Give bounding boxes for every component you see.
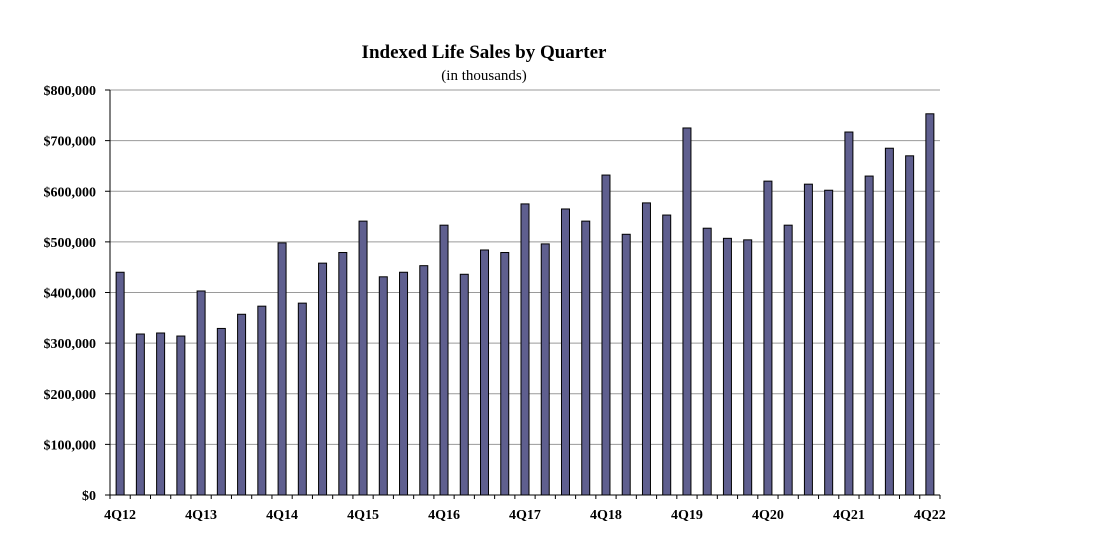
bar-4Q18: [601, 174, 611, 496]
bar-1Q17: [459, 273, 469, 496]
bar-4Q14: [277, 242, 287, 496]
bar-4Q13: [196, 290, 206, 496]
x-tick-label: 4Q20: [752, 508, 784, 523]
bar-4Q20: [763, 180, 773, 496]
bar-3Q13: [176, 335, 186, 496]
bar-2Q21: [803, 183, 813, 496]
bar-3Q19: [662, 214, 672, 496]
bar-3Q20: [743, 239, 753, 496]
y-tick-label: $0: [82, 489, 96, 504]
y-tick-label: $200,000: [44, 388, 97, 403]
bar-2Q17: [480, 249, 490, 496]
bar-1Q22: [864, 175, 874, 496]
chart-subtitle: (in thousands): [441, 68, 526, 84]
y-tick-label: $800,000: [44, 84, 97, 99]
y-tick-label: $300,000: [44, 337, 97, 352]
x-tick-label: 4Q22: [914, 508, 946, 523]
x-tick-label: 4Q12: [104, 508, 136, 523]
bar-2Q13: [156, 332, 166, 496]
bar-4Q15: [358, 220, 368, 496]
bar-1Q21: [783, 224, 793, 496]
bar-3Q18: [581, 220, 591, 496]
bar-1Q16: [378, 276, 388, 496]
y-tick-label: $600,000: [44, 185, 97, 200]
y-tick-labels: $0 $100,000 $200,000 $300,000 $400,000 $500,0…: [44, 84, 97, 504]
y-tick-label: $100,000: [44, 438, 97, 453]
bar-1Q15: [297, 302, 307, 496]
axes: [105, 89, 941, 499]
x-tick-label: 4Q19: [671, 508, 703, 523]
x-tick-label: 4Q15: [347, 508, 379, 523]
bar-4Q22: [925, 113, 935, 496]
bar-2Q19: [641, 202, 651, 496]
bar-4Q19: [682, 127, 692, 496]
x-tick-label: 4Q21: [833, 508, 865, 523]
bar-1Q19: [621, 233, 631, 496]
bar-3Q21: [824, 189, 834, 496]
bars: [115, 113, 935, 496]
y-tick-label: $500,000: [44, 236, 97, 251]
bar-4Q16: [439, 224, 449, 496]
x-tick-labels: 4Q12 4Q13 4Q14 4Q15 4Q16 4Q17 4Q18 4Q19 4Q20 4Q21…: [104, 508, 946, 523]
bar-3Q17: [500, 252, 510, 496]
bar-3Q16: [419, 265, 429, 496]
bar-2Q14: [237, 313, 247, 496]
chart-title: Indexed Life Sales by Quarter: [362, 42, 607, 63]
bar-4Q17: [520, 203, 530, 496]
bar-2Q15: [318, 262, 328, 496]
x-tick-label: 4Q16: [428, 508, 460, 523]
bar-1Q20: [702, 227, 712, 496]
bar-4Q21: [844, 131, 854, 496]
bar-2Q18: [560, 208, 570, 496]
bar-2Q22: [884, 147, 894, 496]
bar-1Q13: [135, 333, 145, 496]
bar-4Q12: [115, 271, 125, 496]
x-tick-label: 4Q14: [266, 508, 298, 523]
bar-3Q14: [257, 305, 267, 496]
x-tick-label: 4Q18: [590, 508, 622, 523]
bar-1Q14: [216, 327, 226, 496]
y-tick-label: $400,000: [44, 287, 97, 302]
bar-2Q16: [399, 271, 409, 496]
bar-2Q20: [722, 237, 732, 496]
x-tick-label: 4Q17: [509, 508, 541, 523]
y-tick-label: $700,000: [44, 135, 97, 150]
bar-1Q18: [540, 243, 550, 496]
bar-3Q22: [905, 155, 915, 496]
bar-3Q15: [338, 252, 348, 496]
x-tick-label: 4Q13: [185, 508, 217, 523]
